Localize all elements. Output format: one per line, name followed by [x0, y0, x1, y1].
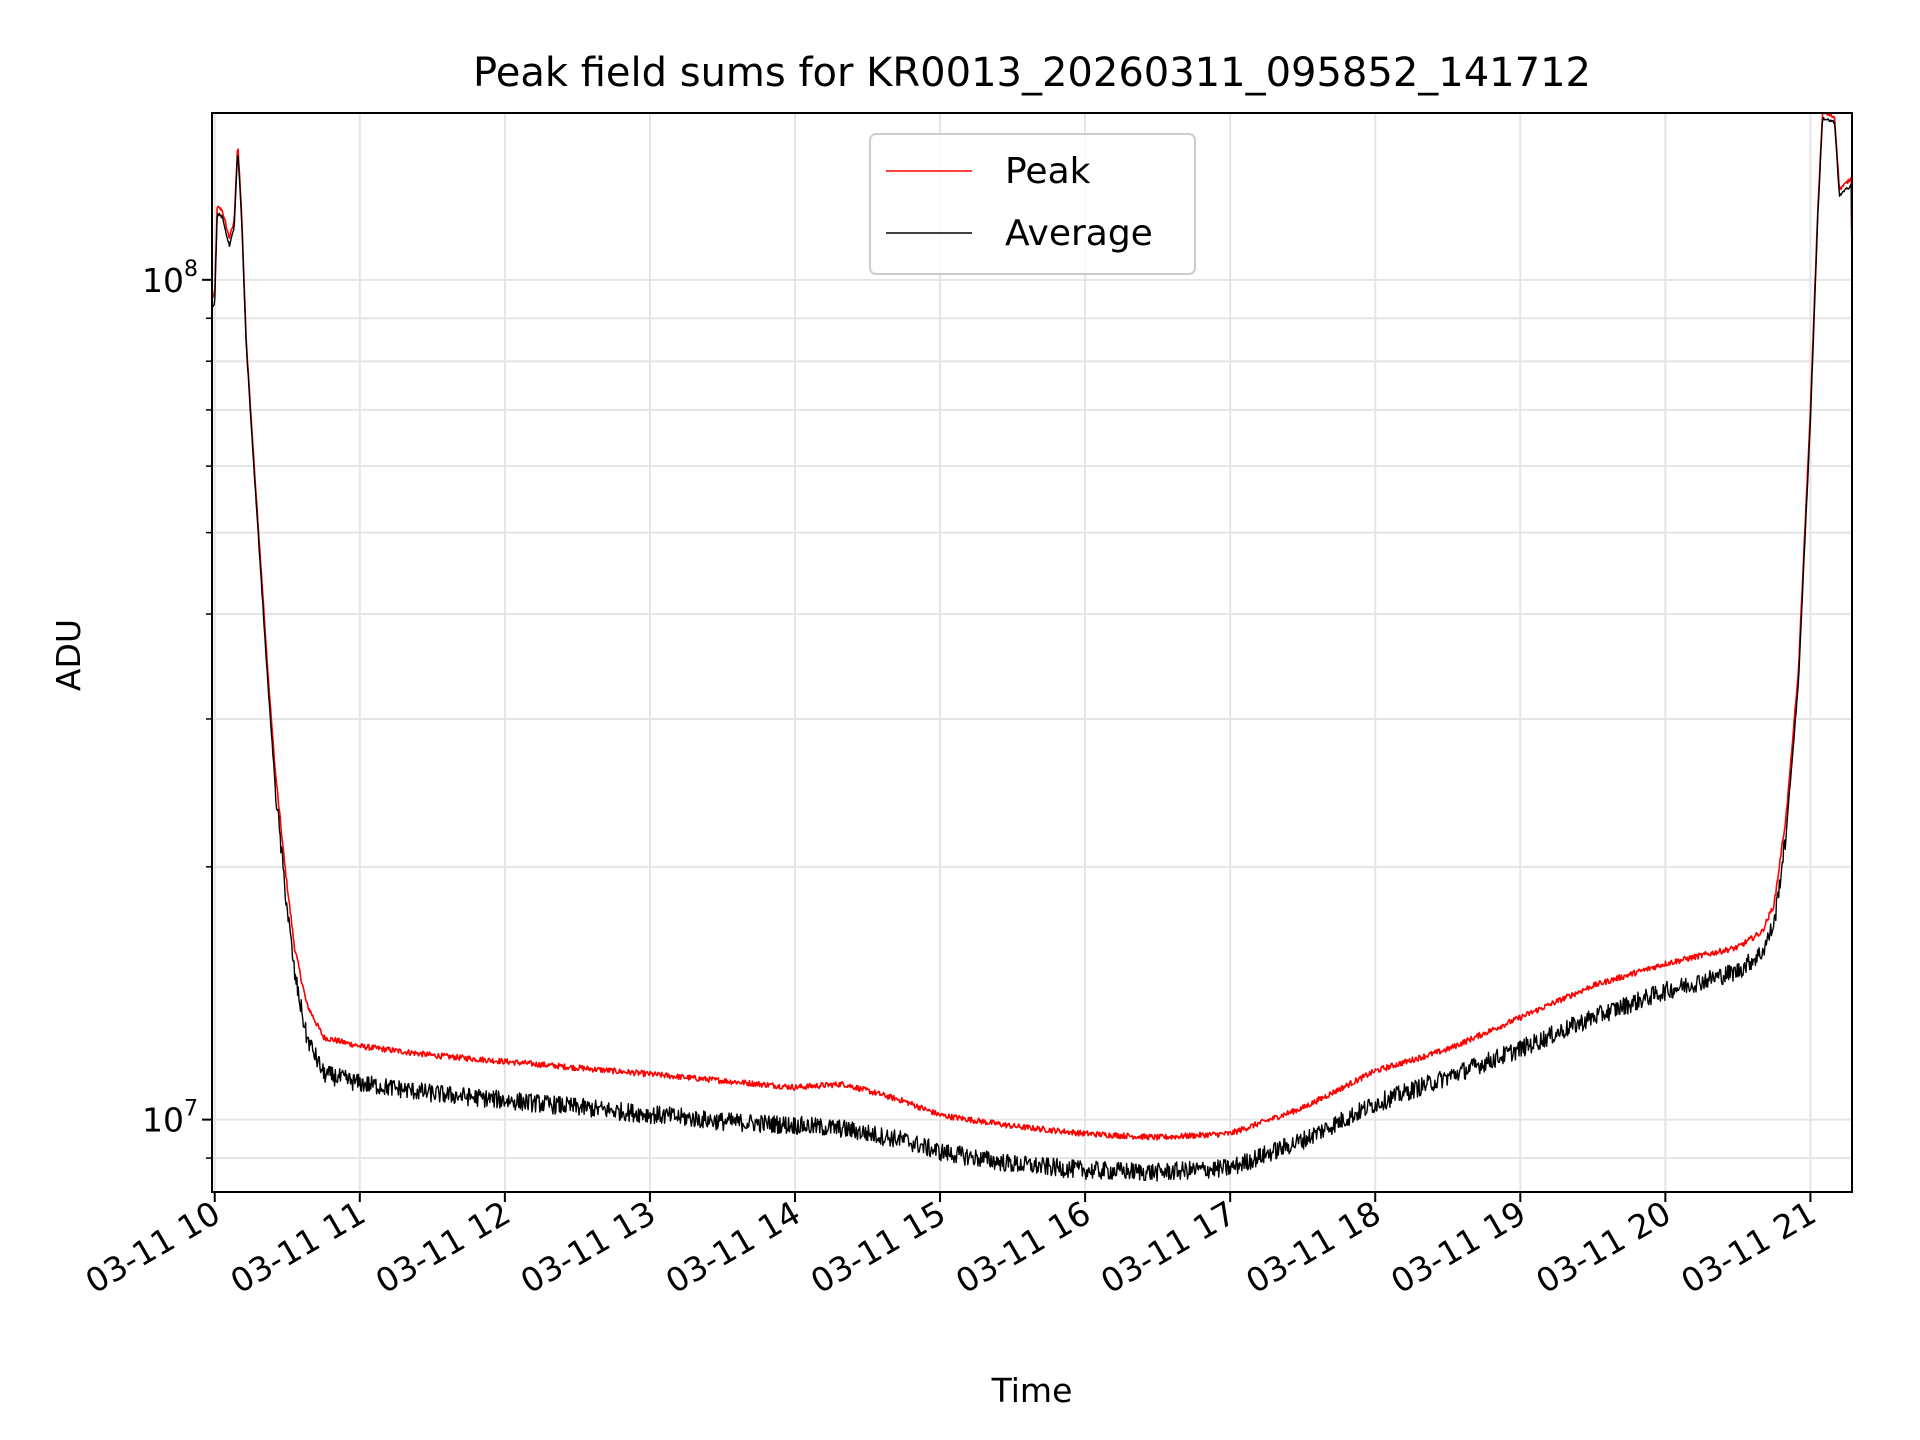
grid-lines — [212, 113, 1852, 1192]
series-line-peak — [212, 113, 1852, 1141]
series-line-average — [212, 116, 1852, 1182]
plot-frame — [211, 112, 1853, 1193]
y-axis: 107 108 — [142, 257, 212, 1159]
legend-label-peak: Peak — [1005, 151, 1091, 192]
legend-label-average: Average — [1005, 213, 1153, 254]
legend: Peak Average — [869, 133, 1196, 275]
y-tick-label: 107 — [142, 1097, 198, 1140]
chart-title: Peak field sums for KR0013_20260311_0958… — [473, 50, 1591, 96]
series-layer — [212, 113, 1852, 1182]
y-tick-label: 108 — [142, 257, 198, 300]
y-axis-title: ADU — [49, 619, 88, 691]
legend-box — [869, 133, 1196, 275]
x-axis-title: Time — [991, 1371, 1073, 1410]
